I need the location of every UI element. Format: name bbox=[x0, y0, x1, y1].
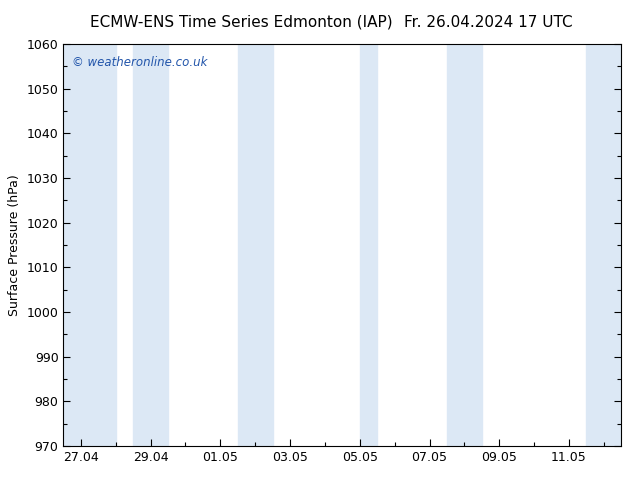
Text: Fr. 26.04.2024 17 UTC: Fr. 26.04.2024 17 UTC bbox=[404, 15, 573, 30]
Bar bbox=[586, 44, 621, 446]
Text: © weatheronline.co.uk: © weatheronline.co.uk bbox=[72, 56, 207, 69]
Bar bbox=[447, 44, 482, 446]
Bar bbox=[63, 44, 115, 446]
Bar bbox=[238, 44, 273, 446]
Y-axis label: Surface Pressure (hPa): Surface Pressure (hPa) bbox=[8, 174, 21, 316]
Bar bbox=[359, 44, 377, 446]
Text: ECMW-ENS Time Series Edmonton (IAP): ECMW-ENS Time Series Edmonton (IAP) bbox=[89, 15, 392, 30]
Bar bbox=[133, 44, 168, 446]
